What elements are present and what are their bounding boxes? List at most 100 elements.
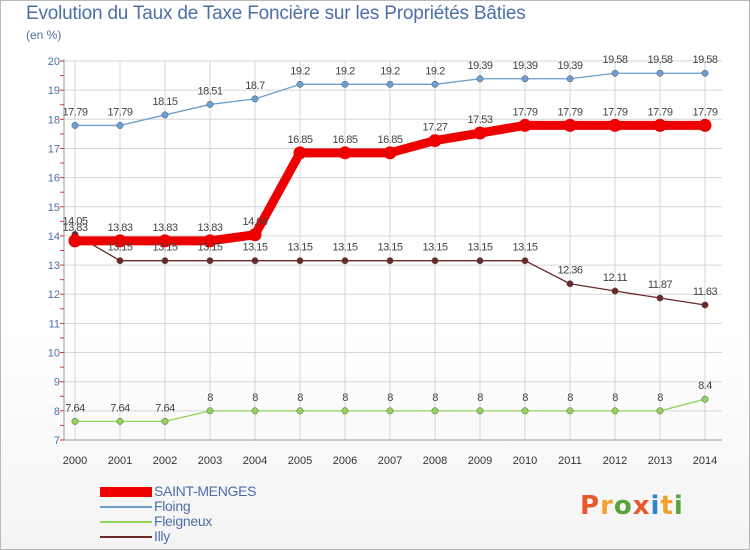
data-label-illy-2013: 11.87	[648, 279, 673, 291]
data-label-fleigneux-2007: 8	[387, 392, 393, 404]
data-point-illy-2007	[386, 257, 394, 265]
data-label-illy-2000: 14.05	[62, 215, 87, 227]
data-label-saint-menges-2011: 17.79	[557, 106, 582, 118]
data-label-floing-2002: 18.15	[152, 96, 177, 108]
data-point-saint-menges-2006	[338, 146, 352, 160]
data-label-illy-2009: 13.15	[467, 242, 492, 254]
y-tick-label-16: 16	[48, 173, 60, 185]
data-point-illy-2005	[296, 257, 304, 265]
data-label-saint-menges-2014: 17.79	[692, 106, 717, 118]
data-label-fleigneux-2011: 8	[567, 392, 573, 404]
data-point-fleigneux-2001	[116, 417, 124, 425]
data-label-saint-menges-2013: 17.79	[647, 106, 672, 118]
data-point-fleigneux-2005	[296, 407, 304, 415]
data-point-floing-2005	[296, 80, 304, 88]
data-label-fleigneux-2005: 8	[297, 392, 303, 404]
legend-label-saint-menges: SAINT-MENGES	[154, 483, 257, 499]
data-point-fleigneux-2012	[611, 407, 619, 415]
data-point-illy-2002	[161, 257, 169, 265]
data-point-saint-menges-2003	[203, 234, 217, 248]
data-point-fleigneux-2004	[251, 407, 259, 415]
x-tick-label-2005: 2005	[288, 455, 312, 467]
data-point-saint-menges-2002	[158, 234, 172, 248]
data-label-saint-menges-2002: 13.83	[152, 222, 177, 234]
data-point-fleigneux-2009	[476, 407, 484, 415]
y-tick-label-18: 18	[48, 114, 60, 126]
data-point-floing-2011	[566, 75, 574, 83]
y-tick-label-9: 9	[54, 377, 60, 389]
data-label-floing-2005: 19.2	[290, 65, 310, 77]
data-label-floing-2008: 19.2	[425, 65, 445, 77]
data-point-fleigneux-2000	[71, 417, 79, 425]
data-label-floing-2001: 17.79	[107, 106, 132, 118]
data-label-floing-2004: 18.7	[245, 80, 265, 92]
data-label-floing-2007: 19.2	[380, 65, 400, 77]
data-label-fleigneux-2014: 8.4	[698, 380, 712, 392]
data-label-saint-menges-2000: 13.83	[62, 222, 87, 234]
x-tick-label-2014: 2014	[693, 455, 717, 467]
data-label-illy-2012: 12.11	[603, 272, 628, 284]
data-label-saint-menges-2003: 13.83	[197, 222, 222, 234]
data-point-fleigneux-2010	[521, 407, 529, 415]
data-label-floing-2010: 19.39	[512, 60, 537, 72]
data-label-illy-2003: 13.15	[197, 242, 222, 254]
data-label-saint-menges-2009: 17.53	[467, 114, 492, 126]
data-point-saint-menges-2011	[563, 118, 577, 132]
chart-title: Evolution du Taux de Taxe Foncière sur l…	[26, 3, 526, 24]
data-point-fleigneux-2007	[386, 407, 394, 415]
data-point-floing-2013	[656, 69, 664, 77]
data-point-saint-menges-2013	[653, 118, 667, 132]
data-label-floing-2014: 19.58	[692, 54, 717, 66]
data-label-saint-menges-2008: 17.27	[422, 122, 447, 134]
data-point-floing-2002	[161, 111, 169, 119]
x-tick-label-2011: 2011	[558, 455, 582, 467]
x-tick-label-2003: 2003	[198, 455, 222, 467]
data-point-fleigneux-2002	[161, 417, 169, 425]
data-point-floing-2014	[701, 69, 709, 77]
data-point-floing-2006	[341, 80, 349, 88]
y-tick-label-15: 15	[48, 202, 60, 214]
data-label-saint-menges-2004: 14.04	[242, 216, 267, 228]
data-label-fleigneux-2010: 8	[522, 392, 528, 404]
data-label-floing-2011: 19.39	[557, 60, 582, 72]
data-point-saint-menges-2004	[248, 228, 262, 242]
data-point-illy-2001	[116, 257, 124, 265]
y-tick-label-13: 13	[48, 260, 60, 272]
data-point-saint-menges-2001	[113, 234, 127, 248]
x-tick-label-2009: 2009	[468, 455, 492, 467]
legend-label-fleigneux: Fleigneux	[154, 513, 213, 529]
data-label-illy-2007: 13.15	[377, 242, 402, 254]
data-point-saint-menges-2009	[473, 126, 487, 140]
data-point-illy-2008	[431, 257, 439, 265]
data-label-fleigneux-2006: 8	[342, 392, 348, 404]
data-label-floing-2006: 19.2	[335, 65, 355, 77]
x-tick-label-2002: 2002	[153, 455, 177, 467]
data-point-fleigneux-2011	[566, 407, 574, 415]
data-point-saint-menges-2005	[293, 146, 307, 160]
data-label-saint-menges-2005: 16.85	[287, 134, 312, 146]
data-label-illy-2014: 11.63	[693, 286, 718, 298]
data-point-saint-menges-2008	[428, 134, 442, 148]
data-label-saint-menges-2012: 17.79	[602, 106, 627, 118]
data-point-saint-menges-2014	[698, 118, 712, 132]
data-point-illy-2003	[206, 257, 214, 265]
data-label-saint-menges-2001: 13.83	[107, 222, 132, 234]
data-label-illy-2011: 12.36	[557, 265, 582, 277]
y-tick-label-7: 7	[54, 435, 60, 447]
data-point-fleigneux-2013	[656, 407, 664, 415]
data-label-fleigneux-2013: 8	[657, 392, 663, 404]
data-label-saint-menges-2006: 16.85	[332, 134, 357, 146]
data-label-fleigneux-2009: 8	[477, 392, 483, 404]
y-tick-label-17: 17	[48, 143, 60, 155]
data-point-floing-2012	[611, 69, 619, 77]
data-point-floing-2004	[251, 95, 259, 103]
data-point-floing-2008	[431, 80, 439, 88]
data-label-floing-2000: 17.79	[62, 106, 87, 118]
x-tick-label-2008: 2008	[423, 455, 447, 467]
data-point-illy-2010	[521, 257, 529, 265]
data-point-floing-2001	[116, 121, 124, 129]
data-label-illy-2004: 13.15	[242, 242, 267, 254]
data-label-illy-2005: 13.15	[287, 242, 312, 254]
data-label-fleigneux-2002: 7.64	[155, 402, 175, 414]
y-tick-label-11: 11	[49, 318, 60, 330]
